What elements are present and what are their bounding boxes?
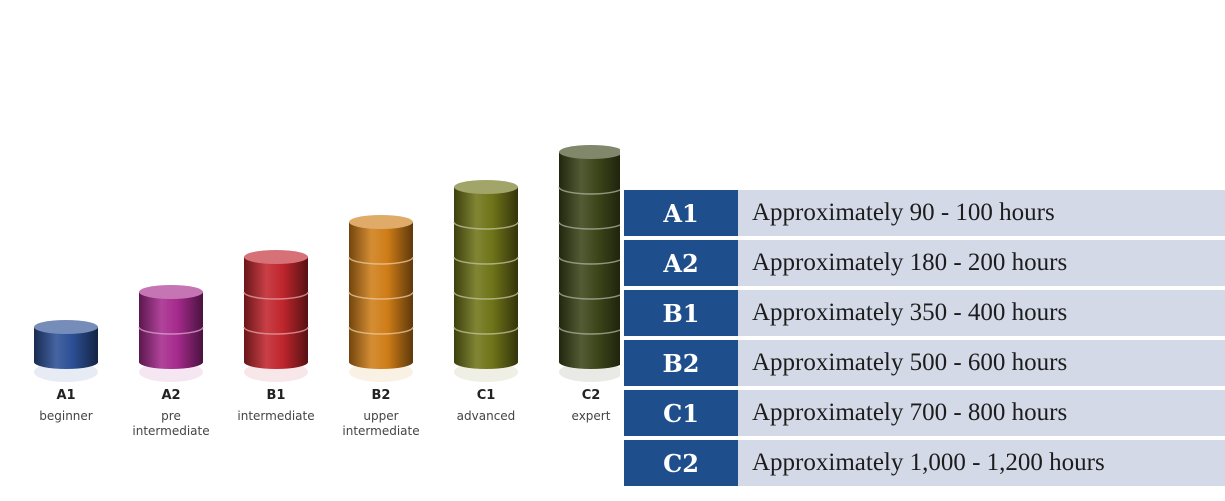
bar-B2 xyxy=(348,215,414,382)
cylinder-top xyxy=(139,285,203,299)
hours-cell: Approximately 180 - 200 hours xyxy=(738,240,1225,286)
level-description: advanced xyxy=(457,409,516,423)
hours-cell: Approximately 500 - 600 hours xyxy=(738,340,1225,386)
bar-B1 xyxy=(243,250,309,382)
tick-label: B1 xyxy=(267,388,286,403)
level-description: intermediate xyxy=(342,424,419,438)
table-row: C2 Approximately 1,000 - 1,200 hours xyxy=(624,440,1225,486)
level-code-cell: C2 xyxy=(624,440,738,486)
cylinder-top xyxy=(559,145,620,159)
table-row: B1 Approximately 350 - 400 hours xyxy=(624,290,1225,336)
level-description: expert xyxy=(572,409,611,423)
cylinder-body xyxy=(244,257,308,369)
hours-cell: Approximately 90 - 100 hours xyxy=(738,190,1225,236)
table-row: A1 Approximately 90 - 100 hours xyxy=(624,190,1225,236)
level-code-cell: C1 xyxy=(624,390,738,436)
cylinder-body xyxy=(139,292,203,369)
level-code-cell: A1 xyxy=(624,190,738,236)
cylinder-body xyxy=(454,187,518,369)
cylinder-body xyxy=(559,152,620,369)
cylinder-chart: A1beginnerA2preintermediateB1intermediat… xyxy=(34,145,620,438)
level-code-cell: A2 xyxy=(624,240,738,286)
hours-cell: Approximately 700 - 800 hours xyxy=(738,390,1225,436)
bar-C2 xyxy=(558,145,620,382)
level-description: intermediate xyxy=(132,424,209,438)
level-description: pre xyxy=(161,409,181,423)
bar-C1 xyxy=(453,180,519,382)
tick-label: C1 xyxy=(477,388,496,403)
table-row: A2 Approximately 180 - 200 hours xyxy=(624,240,1225,286)
hours-cell: Approximately 1,000 - 1,200 hours xyxy=(738,440,1225,486)
cylinder-top xyxy=(244,250,308,264)
level-code-cell: B2 xyxy=(624,340,738,386)
cylinder-body xyxy=(349,222,413,369)
level-description: beginner xyxy=(39,409,93,423)
bar-A1 xyxy=(34,320,98,382)
level-code-cell: B1 xyxy=(624,290,738,336)
level-description: upper xyxy=(363,409,398,423)
bar-A2 xyxy=(138,285,204,382)
hours-table: A1 Approximately 90 - 100 hours A2 Appro… xyxy=(624,190,1225,486)
tick-label: C2 xyxy=(582,388,601,403)
hours-cell: Approximately 350 - 400 hours xyxy=(738,290,1225,336)
cylinder-top xyxy=(454,180,518,194)
cylinder-top xyxy=(349,215,413,229)
cylinder-body xyxy=(34,327,98,369)
tick-label: A2 xyxy=(161,388,180,403)
cylinder-top xyxy=(34,320,98,334)
table-row: C1 Approximately 700 - 800 hours xyxy=(624,390,1225,436)
table-row: B2 Approximately 500 - 600 hours xyxy=(624,340,1225,386)
tick-label: B2 xyxy=(372,388,391,403)
level-description: intermediate xyxy=(237,409,314,423)
tick-label: A1 xyxy=(56,388,75,403)
